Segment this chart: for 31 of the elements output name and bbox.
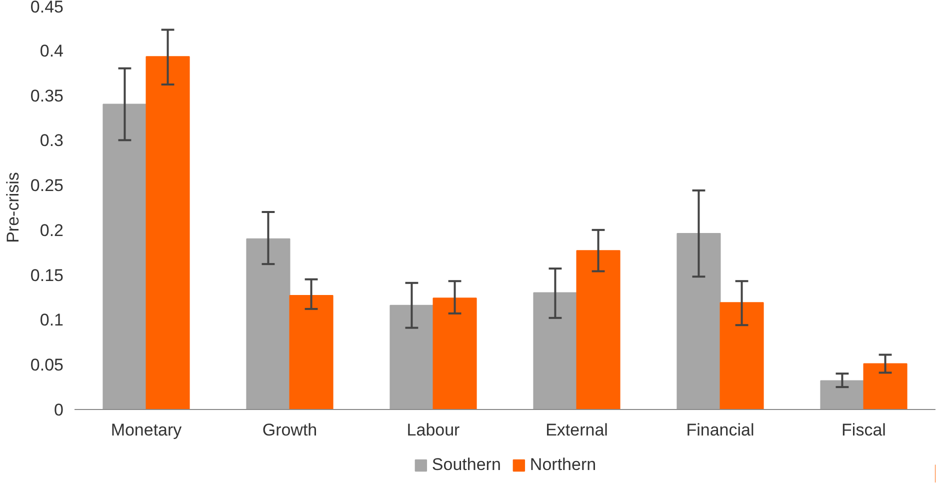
bar [102,104,147,410]
bar [576,250,620,410]
y-tick-label: 0.25 [30,176,64,196]
y-tick-label: 0.35 [30,86,64,106]
bar [720,302,764,410]
y-tick-label: 0.45 [30,0,64,16]
bar [246,238,290,410]
y-tick-label: 0.4 [40,41,64,60]
y-tick-label: 0 [54,400,64,420]
bar [820,380,864,410]
y-tick-label: 0.2 [40,220,64,240]
y-tick-label: 0.15 [30,266,64,285]
bar [390,304,434,410]
bar [289,294,334,410]
x-tick-label: Monetary [110,420,182,440]
y-tick-label: 0.05 [30,356,64,375]
x-tick-label: Financial [686,420,754,440]
bar [432,298,477,410]
y-tick-label: 0.3 [40,131,64,150]
legend-label: Northern [530,454,596,474]
y-axis-title: Pre-crisis [3,172,22,243]
x-tick-label: Growth [262,420,318,440]
y-tick-label: 0.1 [40,310,64,330]
legend-label: Southern [432,454,501,474]
bar [863,363,908,410]
x-tick-label: Labour [406,420,460,440]
bar [676,233,721,410]
x-tick-label: Fiscal [842,420,886,440]
bar [533,292,578,410]
bar [146,56,190,410]
x-tick-label: External [546,420,608,440]
